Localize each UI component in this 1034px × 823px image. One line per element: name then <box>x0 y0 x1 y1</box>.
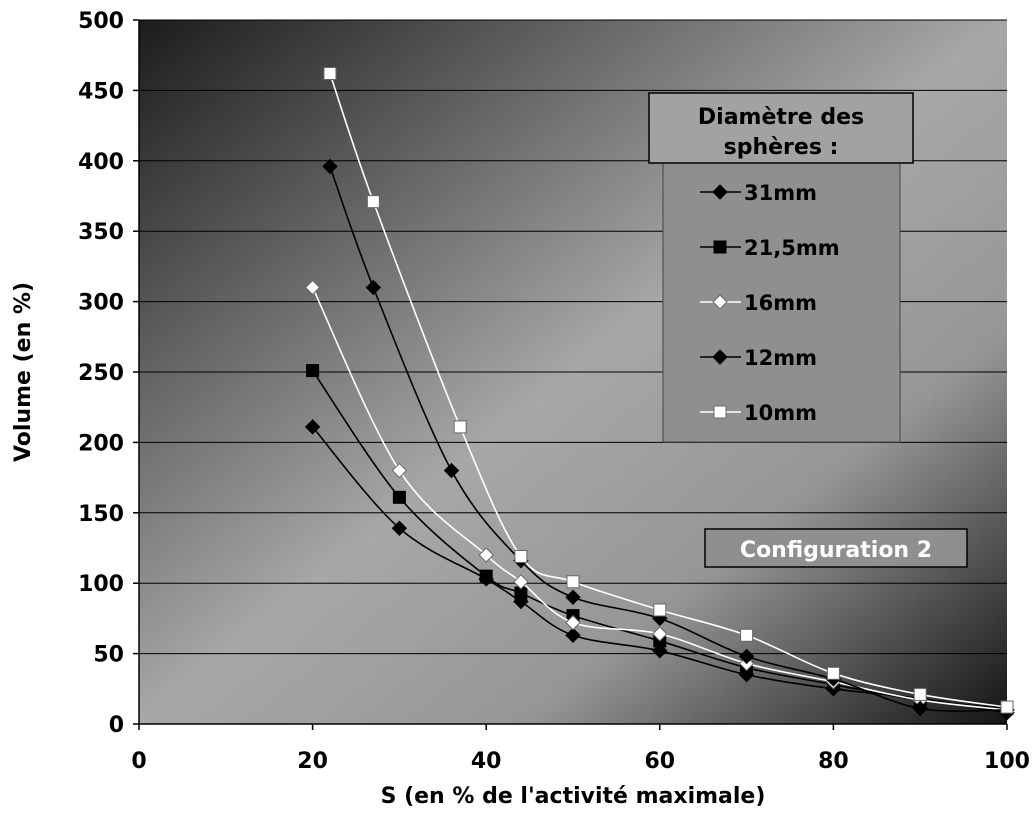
legend-swatch-marker <box>712 184 728 200</box>
annotation: Configuration 2 <box>704 528 968 568</box>
legend: 31mm 21,5mm 16mm 12mm 10mm Diamètre des sphèr… <box>648 92 914 443</box>
legend-item: 31mm <box>700 181 817 205</box>
legend-swatch-marker <box>713 240 727 254</box>
annotation-text: Configuration 2 <box>740 538 932 563</box>
x-tick-label: 0 <box>131 749 146 774</box>
x-axis-title: S (en % de l'activité maximale) <box>381 784 766 809</box>
series-line <box>311 370 1008 710</box>
legend-item: 12mm <box>700 346 817 370</box>
data-point <box>443 462 460 479</box>
legend-label: 16mm <box>744 291 817 315</box>
data-point <box>365 279 382 296</box>
y-tick-label: 150 <box>78 502 124 527</box>
data-point <box>391 520 408 536</box>
data-point <box>366 195 380 209</box>
series-line <box>329 166 1008 712</box>
legend-label: 31mm <box>744 181 817 205</box>
data-point <box>323 67 337 81</box>
legend-swatch-marker <box>713 405 727 419</box>
y-tick-label: 400 <box>78 150 124 175</box>
series-10mm <box>323 67 1014 714</box>
data-point <box>652 626 668 642</box>
series-line <box>311 287 1008 711</box>
y-tick-labels: 0 50 100 150 200 250 300 350 400 450 500 <box>78 9 139 738</box>
legend-label: 12mm <box>744 346 817 370</box>
data-point <box>653 603 667 617</box>
legend-label: 10mm <box>744 401 817 425</box>
legend-item: 16mm <box>700 291 817 315</box>
data-point <box>514 549 528 563</box>
y-tick-label: 350 <box>78 220 124 245</box>
series-21,5mm <box>306 364 1014 716</box>
legend-box <box>662 159 901 443</box>
data-point <box>306 364 320 378</box>
y-tick-label: 450 <box>78 79 124 104</box>
y-tick-label: 300 <box>78 291 124 316</box>
data-point <box>391 462 408 479</box>
data-point <box>392 490 406 504</box>
data-point <box>826 666 840 680</box>
y-tick-label: 0 <box>109 713 124 738</box>
data-point <box>304 419 321 435</box>
legend-item: 10mm <box>700 401 817 425</box>
y-tick-label: 250 <box>78 361 124 386</box>
annotation-box <box>704 528 968 568</box>
legend-swatch-marker <box>712 349 728 365</box>
y-tick-label: 500 <box>78 9 124 34</box>
data-point <box>913 687 927 701</box>
legend-swatch-marker <box>712 294 728 310</box>
data-point <box>740 628 754 642</box>
x-tick-label: 40 <box>471 749 502 774</box>
y-axis-title: Volume (en %) <box>11 282 36 462</box>
legend-label: 21,5mm <box>744 236 840 260</box>
data-point <box>565 589 581 605</box>
y-tick-label: 100 <box>78 572 124 597</box>
series-16mm <box>304 279 1015 718</box>
legend-title-box <box>648 92 914 164</box>
data-point <box>566 575 580 589</box>
data-point <box>478 547 494 563</box>
y-tick-label: 200 <box>78 431 124 456</box>
data-point <box>912 700 928 717</box>
x-tick-labels: 0 20 40 60 80 100 <box>131 724 1030 774</box>
data-point <box>453 420 467 434</box>
data-point <box>304 279 321 296</box>
data-point <box>738 648 755 665</box>
data-point <box>565 614 581 631</box>
x-tick-label: 20 <box>297 749 328 774</box>
legend-items: 31mm 21,5mm 16mm 12mm 10mm <box>700 181 840 425</box>
data-point <box>565 627 581 644</box>
x-tick-label: 60 <box>644 749 675 774</box>
data-point <box>513 574 529 590</box>
x-tick-label: 80 <box>818 749 849 774</box>
data-point <box>479 569 493 583</box>
legend-title: Diamètre des sphères : <box>698 105 864 160</box>
legend-item: 21,5mm <box>700 236 840 260</box>
y-tick-label: 50 <box>93 643 124 668</box>
data-point <box>322 158 338 175</box>
data-point <box>1000 700 1014 714</box>
series-layer <box>304 67 1015 721</box>
x-tick-label: 100 <box>984 749 1030 774</box>
